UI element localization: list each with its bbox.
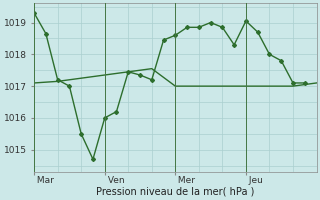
X-axis label: Pression niveau de la mer( hPa ): Pression niveau de la mer( hPa )	[96, 187, 254, 197]
